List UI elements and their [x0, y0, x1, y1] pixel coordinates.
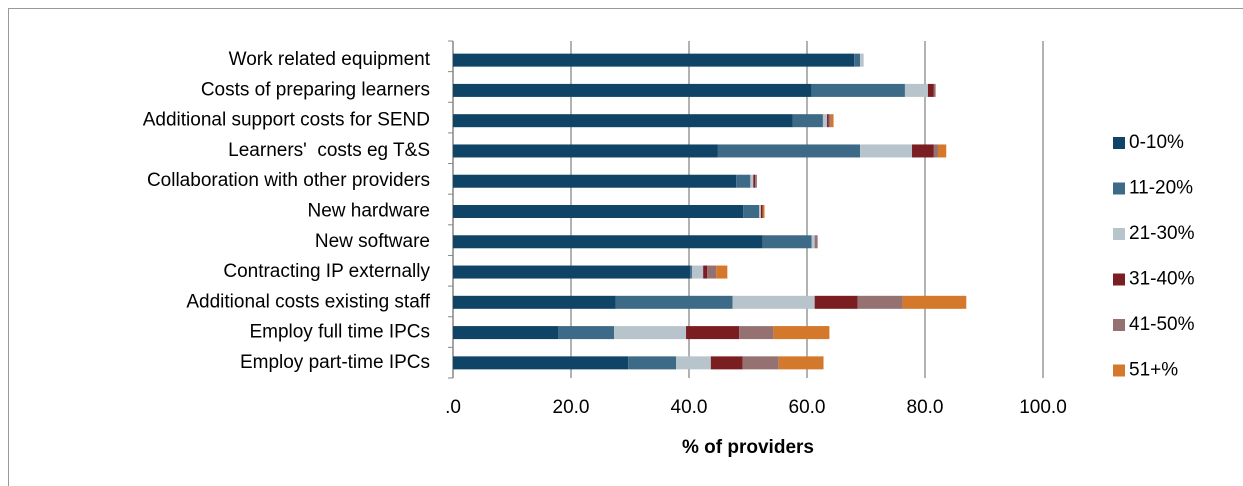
bar-segment [690, 265, 692, 279]
bar-segment [453, 53, 855, 67]
bar-segment [830, 114, 834, 128]
bar-segment [927, 83, 934, 97]
bar-segment [904, 83, 928, 97]
bar-segment [822, 114, 828, 128]
bar-segment [739, 326, 774, 340]
bar-segment [827, 114, 829, 128]
x-tick-label: 100.0 [1019, 397, 1067, 418]
bar-segment [860, 53, 864, 67]
bar-segment [707, 265, 717, 279]
bar-segment [902, 295, 967, 309]
bar-segment [811, 235, 815, 249]
bar-segment [759, 205, 761, 218]
bar-segment [743, 205, 760, 218]
bar-segment [614, 326, 687, 340]
bar-segment [750, 174, 754, 188]
y-tick-label: Additional costs existing staff [186, 291, 430, 312]
bar-segment [558, 326, 615, 340]
x-axis-title: % of providers [682, 437, 814, 458]
y-tick-label: New software [315, 231, 430, 252]
bar-segment [792, 114, 823, 128]
bar-segment [716, 265, 728, 279]
x-tick-label: .0 [445, 397, 461, 418]
legend-swatch [1113, 273, 1125, 286]
legend-label: 11-20% [1129, 178, 1193, 199]
y-tick-label: Collaboration with other providers [147, 170, 430, 191]
bar-segment [755, 174, 757, 188]
bar-segment [453, 205, 744, 218]
legend-label: 21-30% [1129, 223, 1195, 244]
bar-segment [828, 114, 831, 128]
x-tick-label: 80.0 [907, 397, 944, 418]
bar-segment [912, 144, 934, 158]
legend-label: 41-50% [1129, 314, 1195, 335]
bar-segment [732, 295, 815, 309]
bar-segment [453, 174, 737, 188]
bar-segment [854, 53, 861, 67]
bar-segment [453, 83, 812, 97]
bar-segment [857, 295, 903, 309]
bar-segment [933, 144, 938, 158]
bar-segment [686, 326, 740, 340]
bar-segment [453, 356, 629, 370]
y-tick-label: Contracting IP externally [223, 261, 430, 282]
bar-segment [753, 174, 756, 188]
bar-segment [742, 356, 779, 370]
legend-swatch [1113, 364, 1125, 377]
y-tick-label: New hardware [308, 201, 431, 222]
bar-segment [703, 265, 708, 279]
bar-segment [676, 356, 711, 370]
y-tick-label: Work related equipment [229, 49, 431, 70]
y-tick-label: Employ full time IPCs [249, 322, 430, 343]
bar-segment [773, 326, 830, 340]
bar-segment [760, 205, 763, 218]
legend-label: 0-10% [1129, 132, 1184, 153]
bar-segment [937, 144, 947, 158]
bar-segment [762, 235, 812, 249]
x-tick-label: 40.0 [671, 397, 708, 418]
x-tick-label: 60.0 [789, 397, 826, 418]
y-tick-label: Additional support costs for SEND [143, 110, 430, 131]
bar-segment [933, 83, 936, 97]
x-tick-label: 20.0 [553, 397, 590, 418]
bar-segment [453, 114, 793, 128]
bar-segment [453, 295, 616, 309]
bar-segment [736, 174, 751, 188]
legend-swatch [1113, 228, 1125, 240]
y-tick-label: Costs of preparing learners [201, 79, 430, 100]
bar-segment [453, 144, 718, 158]
y-tick-label: Employ part-time IPCs [240, 352, 430, 373]
legend-swatch [1113, 137, 1125, 149]
legend-label: 31-40% [1129, 269, 1195, 290]
bar-segment [778, 356, 824, 370]
bar-segment [814, 295, 858, 309]
legend-swatch [1113, 182, 1125, 195]
legend-label: 51+% [1129, 360, 1178, 381]
bar-segment [762, 205, 765, 218]
bar-segment [628, 356, 677, 370]
bar-segment [691, 265, 704, 279]
bar-segment [710, 356, 743, 370]
bar-segment [453, 235, 763, 249]
bar-segment [811, 83, 905, 97]
bar-segment [453, 326, 559, 340]
y-tick-label: Learners' costs eg T&S [228, 140, 430, 161]
bar-segment [814, 235, 818, 249]
legend-swatch [1113, 319, 1125, 331]
bar-segment [453, 265, 691, 279]
bar-segment [860, 144, 913, 158]
bar-segment [717, 144, 861, 158]
bar-segment [615, 295, 733, 309]
